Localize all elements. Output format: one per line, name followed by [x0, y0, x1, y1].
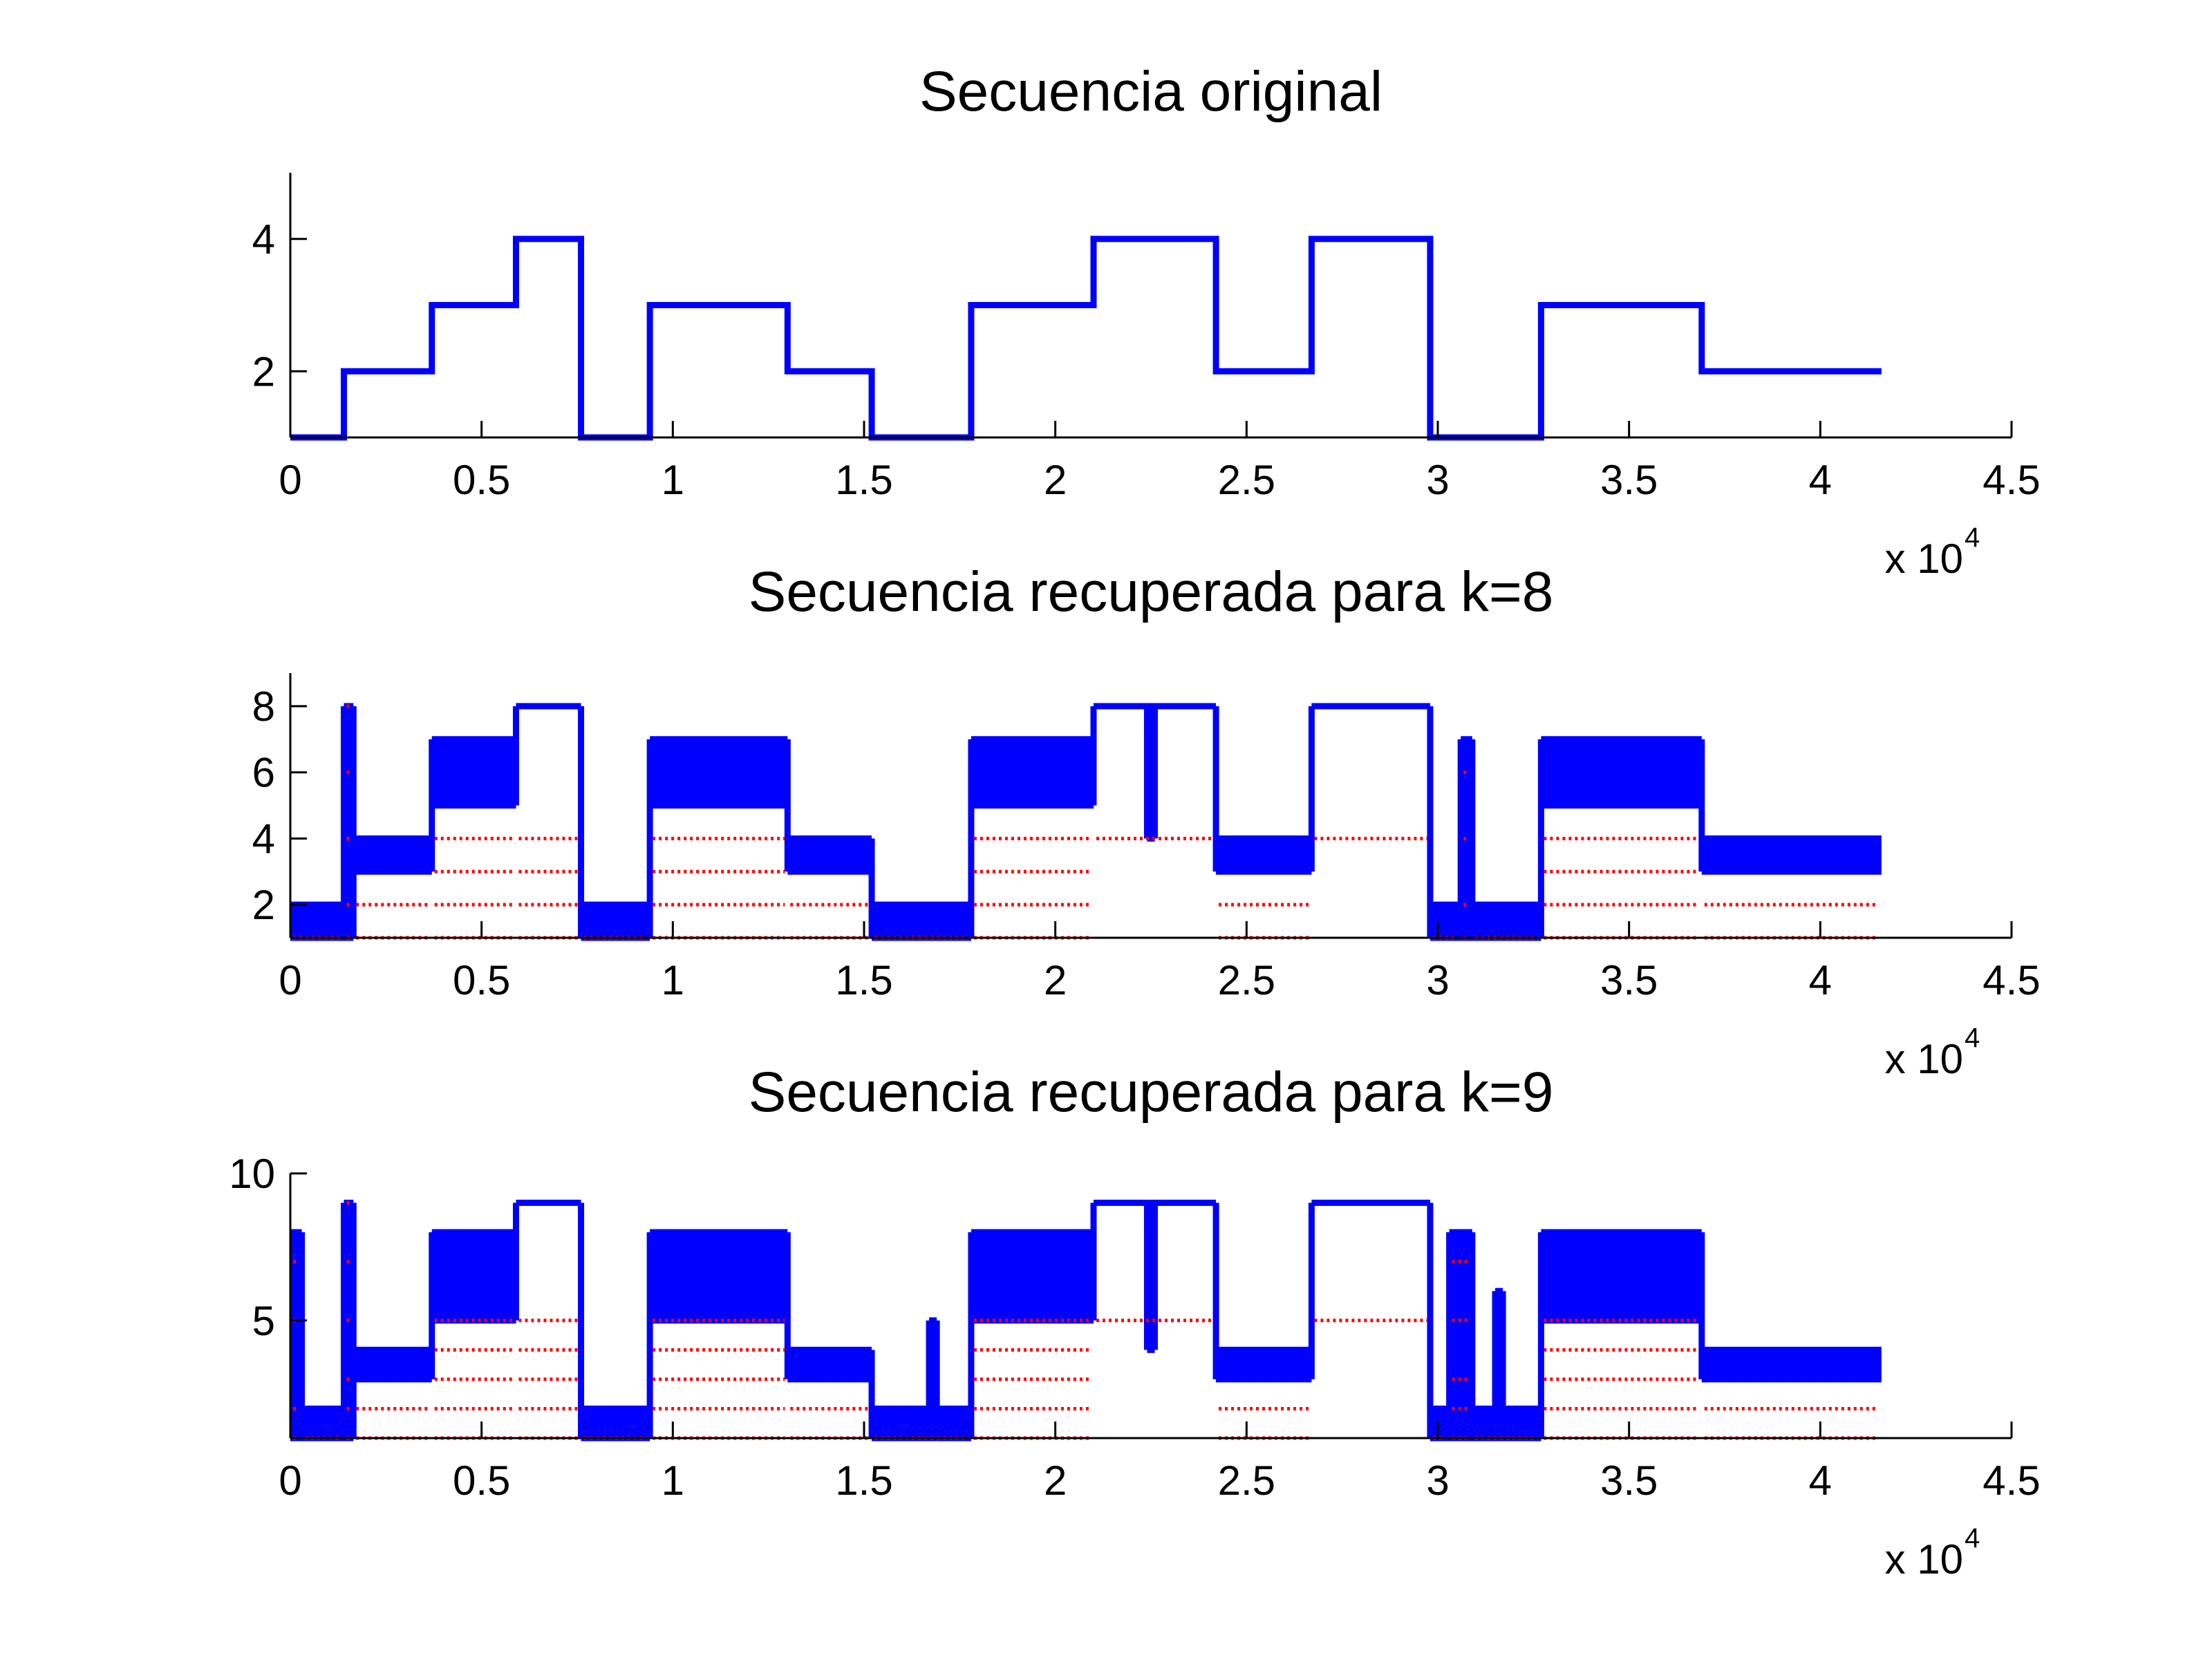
x-tick-label: 3 — [1426, 957, 1449, 1003]
x-tick-label: 4.5 — [1983, 1457, 2040, 1504]
x-tick-label: 0.5 — [453, 457, 510, 503]
band-segment — [1541, 1229, 1702, 1324]
x-tick-label: 0.5 — [453, 1457, 510, 1504]
x-tick-label: 1 — [662, 457, 684, 503]
x-multiplier: x 10 4 — [1885, 1523, 1980, 1583]
x-tick-label: 0 — [279, 1457, 301, 1504]
y-tick-label: 4 — [252, 815, 275, 862]
band-segment — [971, 1229, 1094, 1324]
band-segment — [581, 901, 650, 941]
y-tick-label: 2 — [252, 348, 275, 395]
x-tick-label: 3.5 — [1600, 457, 1658, 503]
x-tick-label: 1 — [662, 957, 684, 1003]
x-tick-label: 0.5 — [453, 957, 510, 1003]
x-tick-label: 3.5 — [1600, 1457, 1658, 1504]
band-segment — [1701, 1346, 1882, 1383]
x-tick-label: 4 — [1809, 1457, 1832, 1504]
x-tick-label: 2 — [1044, 457, 1067, 503]
y-tick-label: 4 — [252, 216, 275, 263]
x-tick-label: 4 — [1809, 457, 1832, 503]
x-multiplier-base: x 10 — [1885, 536, 1963, 582]
y-tick-label: 10 — [229, 1151, 275, 1197]
band-segment — [431, 1229, 516, 1324]
band-segment — [971, 736, 1094, 809]
band-segment — [581, 1405, 650, 1442]
band-segment — [1216, 835, 1312, 875]
y-tick-label: 8 — [252, 683, 275, 730]
band-segment — [1430, 901, 1461, 941]
x-multiplier-base: x 10 — [1885, 1036, 1963, 1082]
band-segment — [1495, 1287, 1503, 1442]
x-tick-label: 2 — [1044, 1457, 1067, 1504]
y-tick-label: 5 — [252, 1298, 275, 1344]
series-1 — [290, 703, 1882, 941]
x-tick-label: 1.5 — [835, 1457, 892, 1504]
subplot-3: Secuencia recuperada para k=9 0 0.5 1 1.5 2 2.… — [229, 1061, 2040, 1583]
band-segment — [1472, 901, 1541, 941]
band-segment — [1216, 1346, 1312, 1383]
band-segment — [301, 1405, 344, 1442]
x-tick-label: 0 — [279, 957, 301, 1003]
x-tick-label: 3 — [1426, 457, 1449, 503]
band-segment — [650, 1229, 788, 1324]
x-tick-label: 2.5 — [1218, 957, 1275, 1003]
x-tick-label: 4 — [1809, 957, 1832, 1003]
subplot-2: Secuencia recuperada para k=8 0 0.5 1 1.5 2 2.… — [252, 560, 2041, 1082]
band-segment — [353, 835, 432, 875]
band-segment — [1541, 736, 1702, 809]
chart-title: Secuencia recuperada para k=9 — [749, 1061, 1554, 1124]
x-tick-label: 4.5 — [1983, 957, 2040, 1003]
x-tick-label: 0 — [279, 457, 301, 503]
x-tick-label: 1.5 — [835, 457, 892, 503]
band-segment — [872, 901, 971, 941]
x-tick-label: 3.5 — [1600, 957, 1658, 1003]
x-tick-label: 3 — [1426, 1457, 1449, 1504]
band-segment — [1472, 1405, 1495, 1442]
x-multiplier-exponent: 4 — [1965, 522, 1980, 553]
band-segment — [431, 736, 516, 809]
x-tick-label: 2 — [1044, 957, 1067, 1003]
band-segment — [290, 901, 344, 941]
x-multiplier: x 10 4 — [1885, 522, 1980, 582]
x-tick-label: 4.5 — [1983, 457, 2040, 503]
series-1 — [290, 1200, 1882, 1442]
x-multiplier-exponent: 4 — [1965, 1023, 1980, 1053]
band-segment — [650, 736, 788, 809]
band-segment — [1701, 835, 1882, 875]
y-tick-label: 2 — [252, 882, 275, 928]
band-segment — [1147, 1200, 1155, 1353]
band-segment — [1430, 1405, 1450, 1442]
band-segment — [872, 1405, 930, 1442]
band-segment — [929, 1317, 937, 1442]
band-segment — [1449, 1229, 1472, 1442]
band-segment — [787, 835, 872, 875]
x-tick-label: 1 — [662, 1457, 684, 1504]
x-multiplier: x 10 4 — [1885, 1023, 1980, 1082]
x-tick-label: 1.5 — [835, 957, 892, 1003]
x-tick-label: 2.5 — [1218, 457, 1275, 503]
x-multiplier-exponent: 4 — [1965, 1523, 1980, 1554]
chart-title: Secuencia original — [919, 60, 1382, 123]
band-segment — [1147, 703, 1155, 842]
band-segment — [937, 1405, 971, 1442]
chart-title: Secuencia recuperada para k=8 — [749, 560, 1554, 623]
y-tick-label: 6 — [252, 750, 275, 796]
band-segment — [787, 1346, 872, 1383]
x-tick-label: 2.5 — [1218, 1457, 1275, 1504]
band-segment — [353, 1346, 432, 1383]
x-multiplier-base: x 10 — [1885, 1536, 1963, 1583]
band-segment — [1503, 1405, 1541, 1442]
